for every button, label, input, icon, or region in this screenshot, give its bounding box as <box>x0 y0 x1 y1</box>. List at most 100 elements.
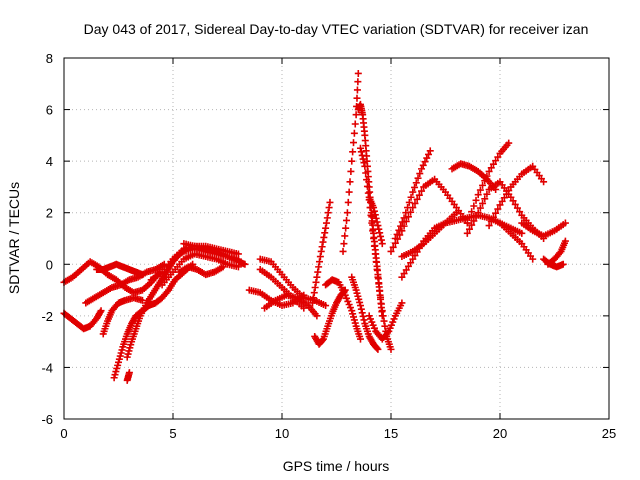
data-point <box>561 237 569 245</box>
data-point <box>97 307 105 315</box>
x-axis-label: GPS time / hours <box>283 458 390 474</box>
data-point <box>368 219 376 227</box>
data-point <box>322 224 330 232</box>
data-point <box>492 209 500 217</box>
data-point <box>374 345 382 353</box>
data-point <box>476 186 484 194</box>
series-arc-19 <box>309 198 334 307</box>
data-point <box>395 226 403 234</box>
data-point <box>507 193 515 201</box>
data-point <box>348 157 356 165</box>
y-tick-label: 2 <box>46 206 53 221</box>
data-point <box>513 204 521 212</box>
data-point <box>370 207 378 215</box>
data-point <box>359 155 367 163</box>
data-point <box>372 258 380 266</box>
series-arc-07 <box>99 294 146 338</box>
data-point <box>309 294 317 302</box>
data-point <box>343 216 351 224</box>
data-point <box>409 255 417 263</box>
data-point <box>479 181 487 189</box>
data-point <box>370 242 378 250</box>
series-arc-13 <box>180 240 242 258</box>
series-arc-34 <box>485 162 548 230</box>
data-point <box>325 204 333 212</box>
series-arc-04 <box>93 260 146 279</box>
y-tick-label: 4 <box>46 154 53 169</box>
data-point <box>323 214 331 222</box>
data-point <box>373 344 381 352</box>
series-arc-15 <box>256 255 330 310</box>
data-point <box>374 273 382 281</box>
data-point <box>407 193 415 201</box>
data-point <box>351 120 359 128</box>
data-point <box>375 225 383 233</box>
data-point <box>561 219 569 227</box>
data-point <box>398 218 406 226</box>
data-point <box>350 129 358 137</box>
data-point <box>529 255 537 263</box>
data-point <box>317 247 325 255</box>
data-point <box>379 312 387 320</box>
data-point <box>319 336 327 344</box>
data-point <box>494 153 502 161</box>
data-point <box>360 159 368 167</box>
series-arc-17 <box>261 291 321 320</box>
data-point <box>503 190 511 198</box>
data-point <box>374 222 382 230</box>
data-point <box>316 253 324 261</box>
data-point <box>322 302 330 310</box>
data-point <box>483 190 491 198</box>
data-point <box>412 179 420 187</box>
grid <box>64 58 609 419</box>
data-point <box>376 229 384 237</box>
data-point <box>489 213 497 221</box>
data-point <box>370 235 378 242</box>
data-point <box>353 86 361 94</box>
data-point <box>318 243 326 251</box>
x-tick-label: 10 <box>275 426 289 441</box>
data-point <box>389 243 397 251</box>
data-point <box>344 198 352 206</box>
data-point <box>481 177 489 185</box>
data-point <box>400 270 408 278</box>
data-point <box>319 238 327 246</box>
data-point <box>474 209 482 217</box>
data-point <box>352 111 360 119</box>
data-point <box>470 202 478 210</box>
data-point <box>373 265 381 273</box>
data-point <box>419 161 427 169</box>
data-point <box>397 222 405 230</box>
data-point <box>354 69 362 77</box>
data-point <box>312 278 320 286</box>
series-arc-27 <box>387 175 471 255</box>
series-arc-31 <box>448 160 500 194</box>
data-point <box>311 283 319 291</box>
data-point <box>358 151 366 159</box>
x-tick-label: 0 <box>60 426 67 441</box>
series-arc-28 <box>391 147 434 242</box>
data-point <box>363 176 371 184</box>
data-point <box>371 250 379 258</box>
data-point <box>474 191 482 199</box>
series-arc-32 <box>463 139 513 227</box>
data-point <box>398 273 406 281</box>
y-tick-label: -4 <box>41 360 53 375</box>
data-point <box>324 209 332 217</box>
x-tick-label: 15 <box>384 426 398 441</box>
data-point <box>309 299 317 307</box>
data-point <box>505 187 513 195</box>
series-arc-03 <box>82 260 168 307</box>
data-point <box>377 232 385 240</box>
data-point <box>138 296 146 304</box>
y-axis-ticks: -6 -4 -2 0 2 4 6 8 <box>41 51 609 427</box>
data-point <box>371 211 379 219</box>
data-point <box>487 217 495 225</box>
data-point <box>452 209 460 217</box>
data-point <box>359 312 367 320</box>
data-point <box>364 189 372 197</box>
y-tick-label: 0 <box>46 257 53 272</box>
data-point <box>387 345 395 353</box>
data-point <box>241 260 249 268</box>
data-point <box>219 263 227 271</box>
